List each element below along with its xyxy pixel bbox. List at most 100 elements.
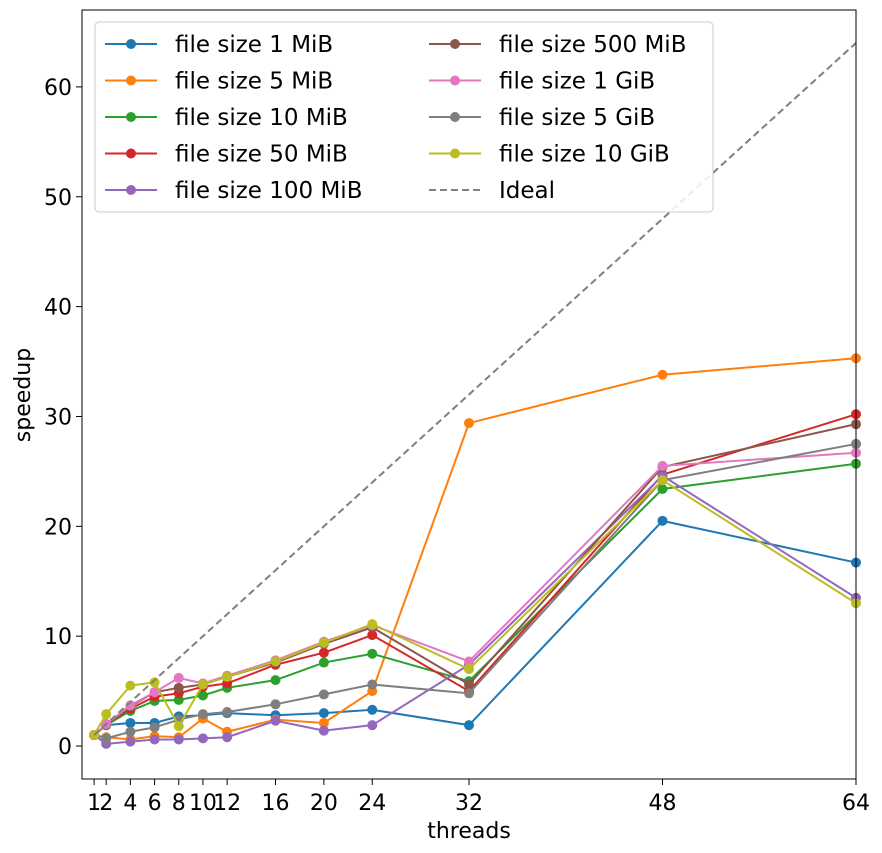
legend-item-file-size-10-mib: file size 10 MiB xyxy=(105,105,348,131)
data-point xyxy=(270,715,281,726)
data-point xyxy=(318,725,329,736)
legend-item-file-size-5-gib: file size 5 GiB xyxy=(429,105,655,131)
series-file-size-10-gib xyxy=(89,475,861,741)
data-point xyxy=(367,619,378,630)
data-point xyxy=(657,460,668,471)
legend-swatch-marker xyxy=(450,75,460,86)
data-point xyxy=(367,648,378,659)
series-ideal xyxy=(93,42,857,736)
data-point xyxy=(125,700,136,711)
data-point xyxy=(270,699,281,710)
legend-item-file-size-50-mib: file size 50 MiB xyxy=(105,142,348,168)
x-tick-label: 4 xyxy=(123,791,137,816)
data-point xyxy=(101,709,112,720)
data-point xyxy=(222,671,233,682)
x-tick-label: 16 xyxy=(262,791,290,816)
y-tick-label: 50 xyxy=(44,186,72,211)
y-tick-label: 10 xyxy=(44,625,72,650)
legend-item-ideal: Ideal xyxy=(429,178,555,204)
data-point xyxy=(270,656,281,667)
data-point xyxy=(197,733,208,744)
x-tick-label: 6 xyxy=(148,791,162,816)
x-tick-label: 2 xyxy=(99,791,113,816)
data-point xyxy=(464,720,474,731)
x-tick-label: 20 xyxy=(310,791,338,816)
data-point xyxy=(125,726,136,737)
x-tick-label: 48 xyxy=(649,791,677,816)
data-point xyxy=(464,688,474,699)
data-point xyxy=(149,722,160,733)
x-tick-label: 32 xyxy=(455,791,483,816)
legend-swatch-marker xyxy=(450,112,460,122)
data-point xyxy=(173,721,184,732)
x-tick-label: 12 xyxy=(213,791,241,816)
data-point xyxy=(125,736,136,747)
legend-label: file size 10 GiB xyxy=(499,142,670,168)
data-point xyxy=(657,515,668,526)
y-tick-label: 60 xyxy=(44,76,72,101)
data-point xyxy=(270,675,281,686)
data-point xyxy=(173,672,184,683)
data-point xyxy=(149,687,160,698)
data-point xyxy=(318,689,329,700)
y-axis: 0 10 20 30 40 50 60 xyxy=(44,76,82,760)
legend-label: file size 100 MiB xyxy=(175,178,362,204)
y-tick-label: 0 xyxy=(58,735,72,760)
data-point xyxy=(101,733,112,744)
y-axis-label: speedup xyxy=(11,348,36,442)
legend-item-file-size-100-mib: file size 100 MiB xyxy=(105,178,362,204)
legend-item-file-size-1-mib: file size 1 MiB xyxy=(105,32,333,58)
data-point xyxy=(149,734,160,745)
legend-box xyxy=(94,21,714,213)
legend-label: file size 1 MiB xyxy=(175,32,333,58)
x-tick-label: 10 xyxy=(189,791,217,816)
legend-label: file size 10 MiB xyxy=(175,105,348,131)
data-point xyxy=(367,630,378,641)
data-point xyxy=(222,732,233,743)
data-point xyxy=(464,664,474,675)
x-tick-label: 64 xyxy=(842,791,870,816)
data-point xyxy=(318,647,329,658)
data-point xyxy=(367,720,378,731)
data-point xyxy=(367,679,378,690)
legend-item-file-size-10-gib: file size 10 GiB xyxy=(429,142,670,168)
legend-swatch-marker xyxy=(126,148,136,159)
data-point xyxy=(657,369,668,380)
data-point xyxy=(197,690,208,701)
legend-swatch-marker xyxy=(126,39,136,49)
data-point xyxy=(173,734,184,745)
data-point xyxy=(125,680,136,691)
legend-item-file-size-1-gib: file size 1 GiB xyxy=(429,69,655,95)
data-point xyxy=(464,679,474,690)
x-axis-label: threads xyxy=(427,819,511,844)
data-point xyxy=(125,717,136,728)
x-tick-label: 8 xyxy=(172,791,186,816)
legend-label: file size 500 MiB xyxy=(499,32,686,58)
legend-item-file-size-5-mib: file size 5 MiB xyxy=(105,69,333,95)
data-point xyxy=(197,709,208,720)
data-point xyxy=(464,418,474,429)
data-point xyxy=(197,679,208,690)
series-layer xyxy=(89,42,861,749)
data-point xyxy=(657,483,668,494)
x-tick-label: 24 xyxy=(358,791,386,816)
data-point xyxy=(318,717,329,728)
data-point xyxy=(367,704,378,715)
legend-label: file size 5 GiB xyxy=(499,105,655,131)
legend-swatch-marker xyxy=(450,148,460,159)
data-point xyxy=(318,708,329,719)
data-point xyxy=(318,657,329,668)
series-line xyxy=(93,42,857,736)
data-point xyxy=(657,475,668,486)
y-tick-label: 30 xyxy=(44,405,72,430)
legend-swatch-marker xyxy=(450,39,460,49)
legend-swatch-marker xyxy=(126,112,136,122)
legend-swatch-marker xyxy=(126,185,136,195)
x-tick-label: 1 xyxy=(87,791,101,816)
data-point xyxy=(318,637,329,648)
legend-label: Ideal xyxy=(499,178,555,204)
data-point xyxy=(149,677,160,688)
y-tick-label: 40 xyxy=(44,296,72,321)
